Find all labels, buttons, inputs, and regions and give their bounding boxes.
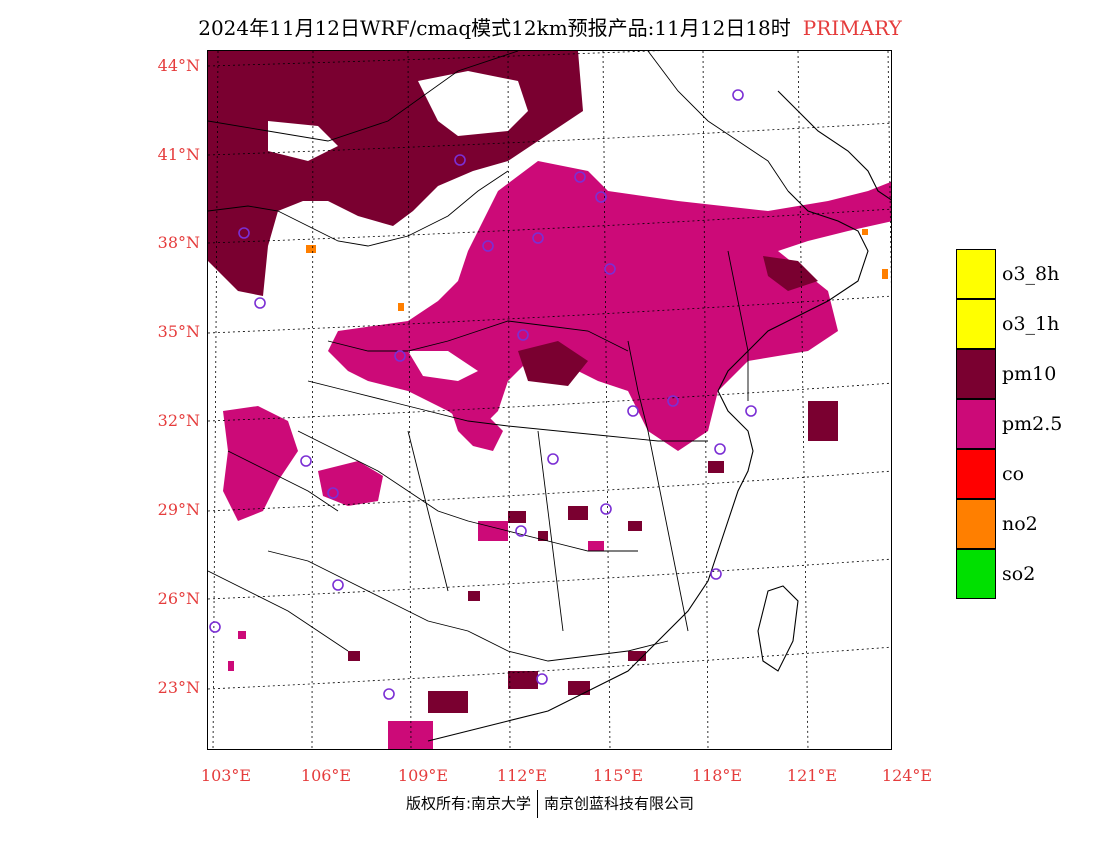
copyright-footer: 版权所有:南京大学 南京创蓝科技有限公司 xyxy=(0,790,1100,818)
scattered-no2 xyxy=(306,229,888,311)
lon-label-103: 103°E xyxy=(200,766,252,785)
title-tag: PRIMARY xyxy=(802,16,902,40)
lat-label-23: 23°N xyxy=(157,678,200,697)
scattered-cells xyxy=(348,401,838,713)
pm25-region-chongqing xyxy=(318,461,383,506)
lat-label-41: 41°N xyxy=(157,145,200,164)
pm25-region-sichuan xyxy=(223,406,298,521)
map-title: 2024年11月12日WRF/cmaq模式12km预报产品:11月12日18时 P… xyxy=(0,12,1100,41)
pm10-core-shandong xyxy=(763,256,818,291)
legend-swatch-o3-8h xyxy=(956,249,996,299)
lon-label-109: 109°E xyxy=(397,766,449,785)
legend-swatch-pm25 xyxy=(956,399,996,449)
coastline xyxy=(427,90,891,742)
lat-label-32: 32°N xyxy=(157,411,200,430)
province-boundaries xyxy=(208,51,789,662)
legend-label-so2: so2 xyxy=(1002,563,1036,585)
graticule xyxy=(208,51,891,749)
lon-label-118: 118°E xyxy=(691,766,743,785)
legend-swatch-pm10 xyxy=(956,349,996,399)
pm25-region-main xyxy=(328,161,891,451)
lon-label-115: 115°E xyxy=(592,766,644,785)
lat-label-26: 26°N xyxy=(157,589,200,608)
legend-label-pm10: pm10 xyxy=(1002,363,1057,385)
pm10-hole-2 xyxy=(268,121,338,161)
pm10-core-east xyxy=(518,341,588,386)
lon-label-124: 124°E xyxy=(881,766,933,785)
legend-swatch-o3-1h xyxy=(956,299,996,349)
pm25-hole xyxy=(408,351,478,381)
lat-label-44: 44°N xyxy=(157,56,200,75)
map-canvas xyxy=(208,51,891,749)
footer-separator xyxy=(537,790,539,818)
lon-label-112: 112°E xyxy=(496,766,548,785)
legend-label-o3-1h: o3_1h xyxy=(1002,313,1060,335)
legend-label-o3-8h: o3_8h xyxy=(1002,263,1060,285)
pollutant-map xyxy=(207,50,892,750)
lon-label-121: 121°E xyxy=(786,766,838,785)
pm10-hole-1 xyxy=(418,71,528,136)
lon-label-106: 106°E xyxy=(300,766,352,785)
legend-label-pm25: pm2.5 xyxy=(1002,413,1063,435)
pm25-arm-hubei xyxy=(448,401,503,451)
lat-label-29: 29°N xyxy=(157,500,200,519)
lat-label-35: 35°N xyxy=(157,322,200,341)
footer-right: 南京创蓝科技有限公司 xyxy=(544,794,695,813)
scattered-cells-pm25 xyxy=(228,521,604,749)
legend-swatch-so2 xyxy=(956,549,996,599)
legend-swatch-co xyxy=(956,449,996,499)
title-main: 2024年11月12日WRF/cmaq模式12km预报产品:11月12日18时 xyxy=(198,16,791,40)
footer-left: 版权所有:南京大学 xyxy=(405,794,532,813)
legend-label-no2: no2 xyxy=(1002,513,1038,535)
city-markers xyxy=(209,89,757,700)
lat-label-38: 38°N xyxy=(157,233,200,252)
legend-swatch-no2 xyxy=(956,499,996,549)
legend-label-co: co xyxy=(1002,463,1025,485)
